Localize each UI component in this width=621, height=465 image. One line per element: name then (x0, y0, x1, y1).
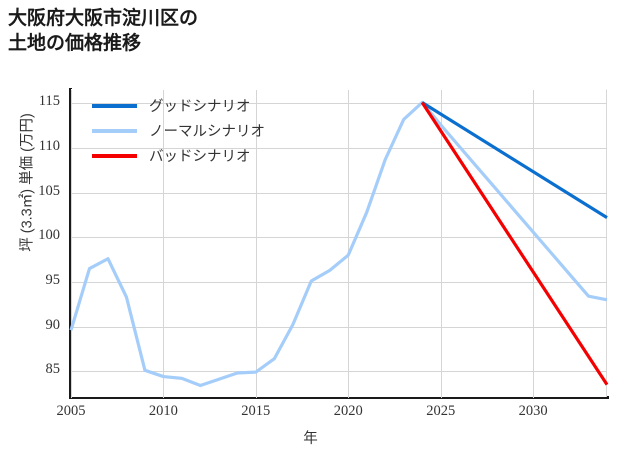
x-tick-2025: 2025 (426, 403, 456, 419)
gridline-x-2010 (163, 90, 165, 398)
series-line (421, 101, 608, 220)
x-tick-2005: 2005 (56, 403, 86, 419)
x-axis-label: 年 (303, 431, 318, 447)
gridline-y-115 (71, 103, 607, 105)
gridline-y-110 (71, 148, 607, 149)
gridline-x-2015 (255, 90, 257, 398)
chart-title: 大阪府大阪市淀川区の 土地の価格推移 (8, 8, 199, 55)
gridline-y-90 (71, 326, 607, 328)
series-line (420, 101, 609, 386)
gridline-y-85 (71, 371, 607, 373)
y-tick-85: 85 (45, 361, 61, 378)
y-tick-110: 110 (38, 138, 60, 154)
gridline-x-2025 (440, 90, 442, 398)
legend-item[interactable]: ノーマルシナリオ (92, 118, 302, 143)
x-tick-2010: 2010 (148, 403, 178, 419)
gridline-x-2030 (533, 90, 535, 398)
legend-label: ノーマルシナリオ (149, 124, 265, 140)
legend-swatch-icon (92, 128, 137, 133)
x-tick-2015: 2015 (241, 403, 271, 419)
y-tick-90: 90 (45, 316, 61, 333)
legend-item[interactable]: バッドシナリオ (92, 143, 302, 168)
gridline-y-100 (71, 237, 607, 239)
y-tick-95: 95 (45, 271, 61, 288)
series-lines (69, 100, 609, 388)
gridline-x-2005 (71, 90, 72, 398)
legend-swatch-icon (92, 103, 137, 108)
x-tick-2020: 2020 (333, 403, 363, 419)
y-tick-100: 100 (38, 227, 60, 244)
x-tick-2030: 2030 (518, 403, 548, 419)
legend-item[interactable]: グッドシナリオ (92, 93, 302, 118)
gridline-y-95 (71, 281, 607, 283)
legend-label: バッドシナリオ (149, 149, 251, 165)
x-axis-spine (69, 396, 609, 399)
y-axis-label: 坪 (3.3㎡) 単価 (万円) (19, 113, 36, 252)
gridline-y-105 (71, 192, 607, 194)
legend-label: グッドシナリオ (149, 99, 251, 115)
y-tick-115: 115 (38, 93, 60, 110)
series-line (69, 100, 608, 388)
gridline-x-2020 (348, 90, 350, 398)
y-tick-105: 105 (38, 182, 60, 199)
y-axis-spine (69, 88, 72, 399)
chart-legend: グッドシナリオ ノーマルシナリオ バッドシナリオ (92, 93, 302, 168)
plot-area (69, 89, 609, 398)
legend-swatch-icon (92, 153, 137, 158)
